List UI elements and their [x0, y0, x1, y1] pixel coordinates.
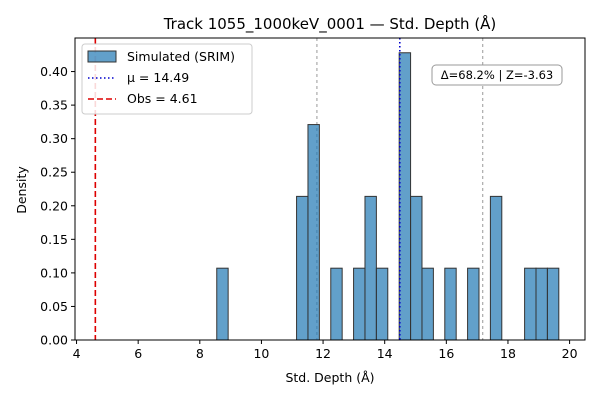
histogram-bar: [364, 195, 377, 341]
y-tick-label: 0.20: [40, 198, 68, 213]
y-tick-label: 0.40: [40, 64, 68, 79]
legend-label-histogram: Simulated (SRIM): [127, 49, 235, 64]
x-tick-label: 20: [562, 346, 578, 361]
histogram-bar: [410, 195, 423, 341]
x-tick-label: 14: [377, 346, 393, 361]
histogram-bar: [467, 267, 480, 341]
histogram-bar: [330, 267, 343, 341]
x-axis-ticks: 4 6 8 10 12 14 16 18 20: [73, 340, 578, 361]
histogram-bar: [421, 267, 434, 341]
plot-frame: [74, 37, 586, 341]
y-tick-label: 0.00: [40, 333, 68, 348]
y-tick-label: 0.15: [40, 232, 68, 247]
y-tick-label: 0.05: [40, 299, 68, 314]
histogram-bar: [353, 267, 366, 341]
histogram-bar: [444, 267, 457, 341]
y-tick-label: 0.35: [40, 98, 68, 113]
legend-label-mean: μ = 14.49: [127, 70, 189, 85]
x-tick-label: 18: [500, 346, 516, 361]
legend-swatch-histogram: [87, 50, 117, 63]
x-tick-label: 4: [73, 346, 81, 361]
histogram-bars: [216, 52, 560, 341]
x-tick-label: 8: [196, 346, 204, 361]
y-tick-label: 0.10: [40, 265, 68, 280]
y-tick-label: 0.25: [40, 165, 68, 180]
chart-title: Track 1055_1000keV_0001 — Std. Depth (Å): [163, 14, 497, 34]
x-tick-label: 6: [134, 346, 142, 361]
histogram-bar: [546, 267, 560, 341]
legend: Simulated (SRIM) μ = 14.49 Obs = 4.61: [81, 43, 253, 115]
x-tick-label: 16: [438, 346, 454, 361]
histogram-bar: [398, 52, 412, 341]
legend-box: [81, 43, 253, 115]
histogram-bar: [489, 195, 503, 341]
x-tick-label: 10: [253, 346, 269, 361]
legend-label-observed: Obs = 4.61: [127, 91, 198, 106]
histogram-bar: [535, 267, 548, 341]
y-tick-label: 0.30: [40, 131, 68, 146]
histogram-bar: [524, 267, 537, 341]
annotation-box: Δ=68.2% | Z=-3.63: [431, 64, 563, 86]
histogram-bar: [216, 267, 229, 341]
annotation-frame: [431, 64, 563, 86]
y-axis-ticks: 0.00 0.05 0.10 0.15 0.20 0.25 0.30 0.35 0.40: [40, 64, 75, 348]
y-axis-label: Density: [14, 166, 29, 214]
histogram-bar: [375, 267, 389, 341]
x-axis-label: Std. Depth (Å): [285, 370, 374, 385]
histogram-bar: [296, 195, 309, 341]
x-tick-label: 12: [315, 346, 331, 361]
annotation-text: Δ=68.2% | Z=-3.63: [441, 68, 554, 82]
histogram-bar: [307, 124, 320, 341]
